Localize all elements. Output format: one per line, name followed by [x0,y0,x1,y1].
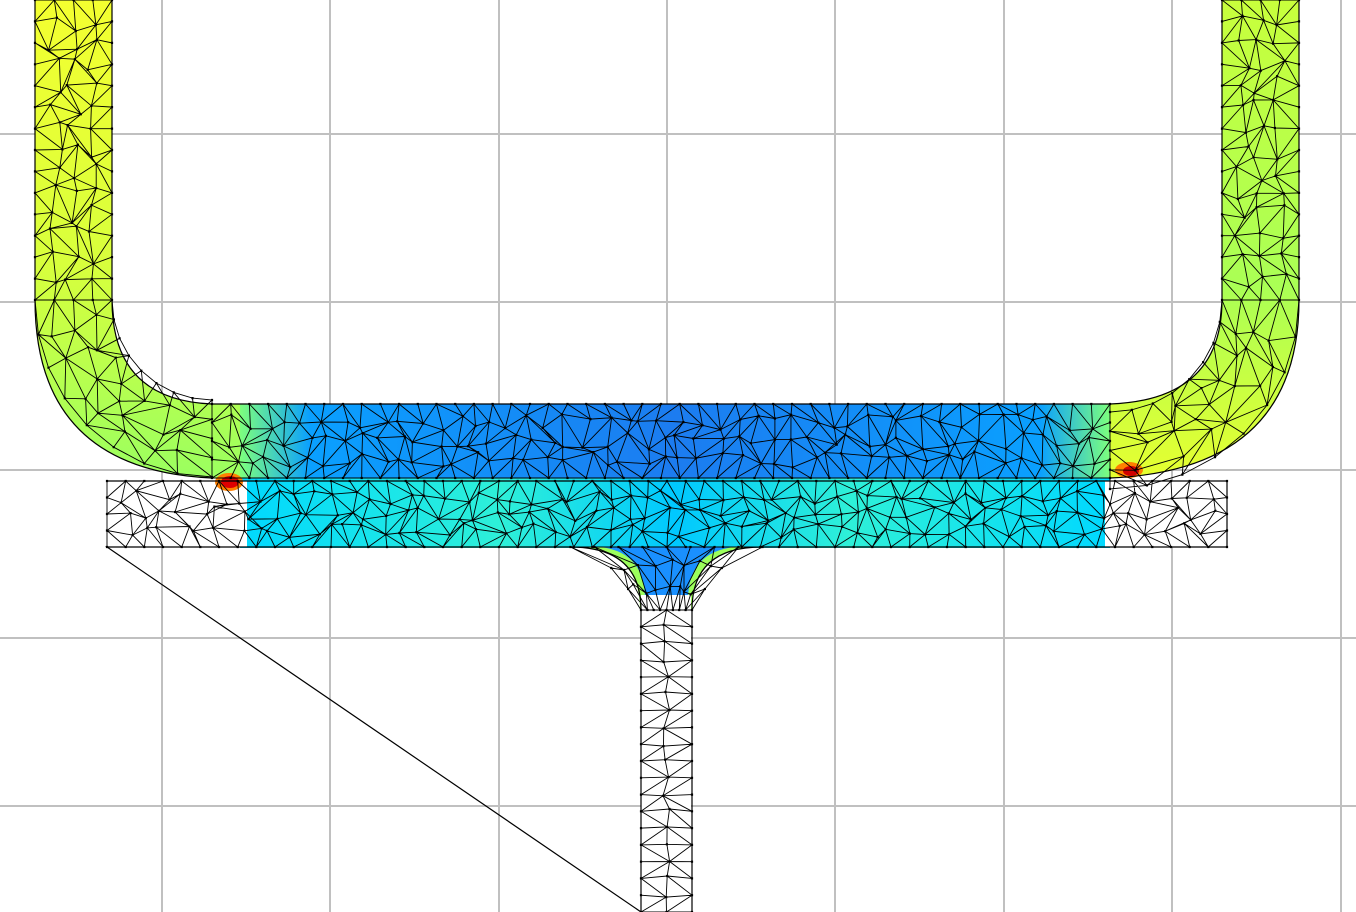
stem-fillet-inner [600,547,735,600]
u-channel-right-arm [1085,0,1299,478]
left-stress-hotspot [215,473,243,491]
u-channel-left-arm [35,0,260,478]
domain-outline [34,0,1300,912]
right-bar-end [1105,481,1227,547]
lower-bar [240,478,1110,548]
right-stress-hotspot [1115,462,1143,478]
